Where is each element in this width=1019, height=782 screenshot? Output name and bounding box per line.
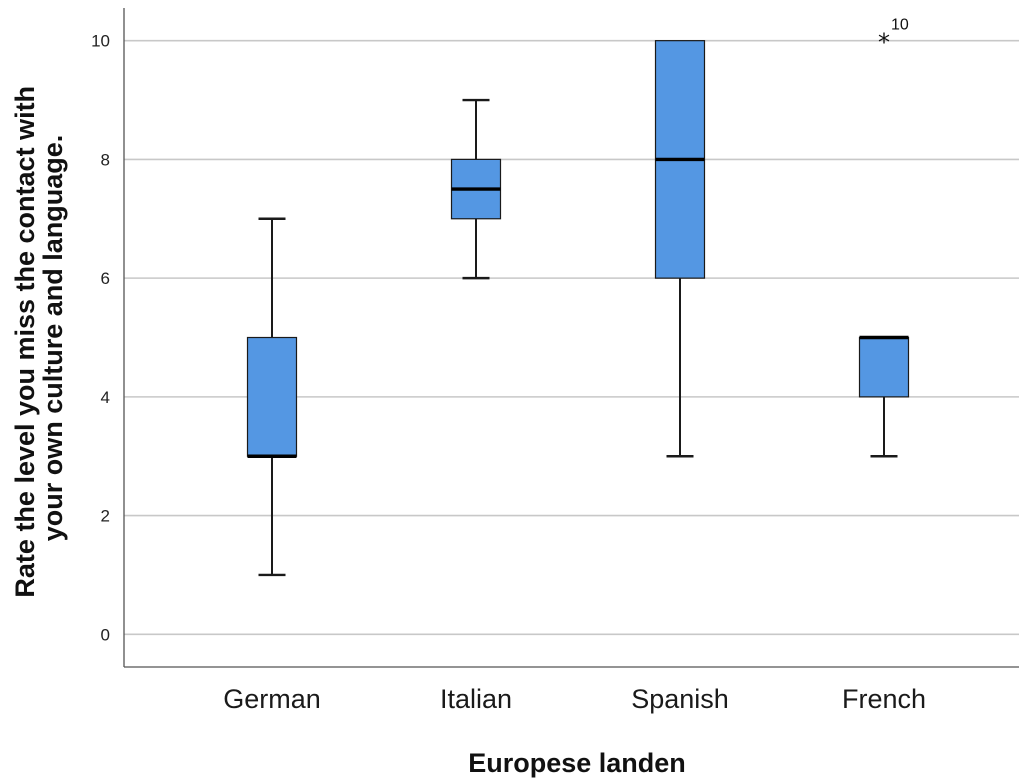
axes: [123, 8, 1019, 668]
x-category-label: French: [842, 684, 926, 714]
y-tick-label: 10: [91, 32, 110, 51]
box-group: *10: [858, 17, 910, 458]
y-axis-title: Rate the level you miss the contact with…: [10, 78, 68, 597]
y-axis-title-line-1: Rate the level you miss the contact with: [10, 86, 40, 598]
y-tick-label: 6: [101, 269, 110, 288]
x-category-label: Spanish: [631, 684, 729, 714]
x-category-labels: German Italian Spanish French: [223, 684, 926, 714]
box-iqr: [858, 336, 910, 398]
boxes: *10: [246, 17, 910, 577]
outlier-label: 10: [891, 17, 909, 34]
y-tick-label: 8: [101, 150, 110, 169]
box-iqr: [246, 336, 298, 457]
box-group: [246, 217, 298, 577]
y-tick-labels: 0 2 4 6 8 10: [91, 32, 110, 645]
outlier-marker: *: [878, 29, 890, 57]
x-category-label: German: [223, 684, 321, 714]
y-axis-title-line-2: your own culture and language.: [38, 135, 68, 542]
y-tick-label: 0: [101, 625, 110, 644]
y-tick-label: 4: [101, 388, 110, 407]
y-tick-label: 2: [101, 507, 110, 526]
box-group: [450, 98, 502, 280]
x-axis-title: Europese landen: [468, 748, 686, 778]
box-group: [654, 40, 706, 458]
x-category-label: Italian: [440, 684, 512, 714]
